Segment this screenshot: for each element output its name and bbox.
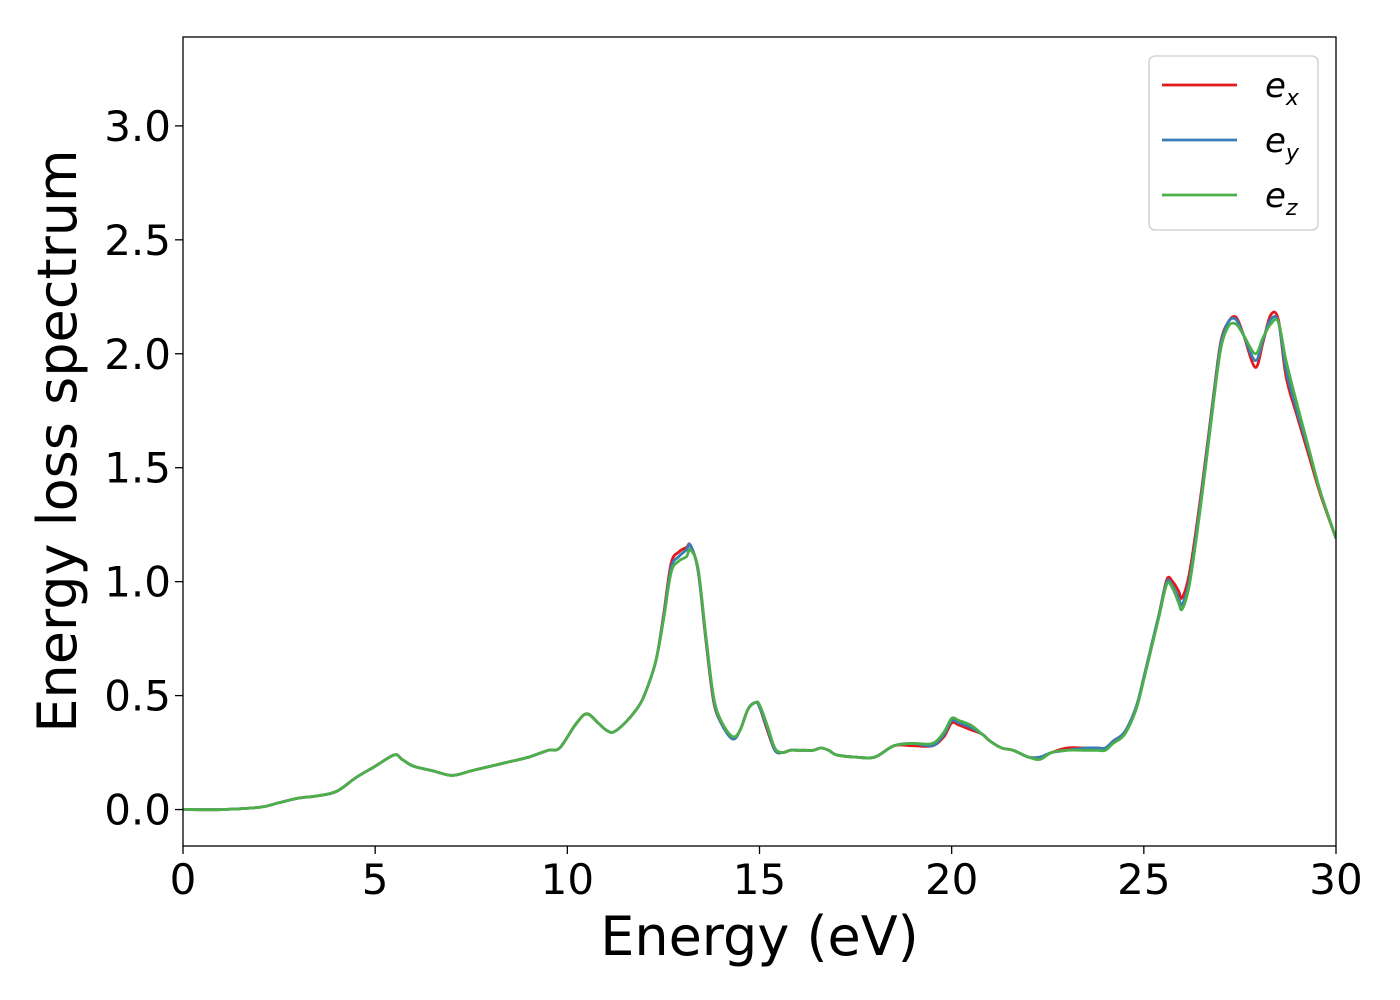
x-tick-label: 5 <box>362 855 389 904</box>
y-tick-label: 1.0 <box>104 558 171 607</box>
x-tick-label: 30 <box>1309 855 1362 904</box>
x-tick-label: 0 <box>170 855 197 904</box>
legend-label: ex <box>1265 66 1300 111</box>
legend-frame <box>1148 55 1319 231</box>
x-tick-label: 20 <box>925 855 978 904</box>
y-tick-label: 2.0 <box>104 330 171 379</box>
legend-label: ey <box>1265 121 1300 166</box>
series-line-ey <box>183 315 1336 812</box>
y-tick-label: 1.5 <box>104 444 171 493</box>
y-tick-label: 3.0 <box>104 102 171 151</box>
x-tick-label: 10 <box>541 855 594 904</box>
x-tick-label: 15 <box>733 855 786 904</box>
series-line-ex <box>183 310 1336 812</box>
y-tick-label: 0.5 <box>104 672 171 721</box>
series-layer <box>183 310 1336 812</box>
y-axis-title: Energy loss spectrum <box>26 149 89 732</box>
legend: ex ey ez <box>1148 55 1319 231</box>
y-axis-ticks: 0.0 0.5 1.0 1.5 2.0 2.5 3.0 <box>104 102 183 835</box>
x-tick-label: 25 <box>1117 855 1170 904</box>
series-line-ez <box>183 317 1336 812</box>
legend-label: ez <box>1265 176 1298 221</box>
y-tick-label: 2.5 <box>104 216 171 265</box>
x-axis-ticks: 0 5 10 15 20 25 30 <box>170 846 1363 904</box>
y-tick-label: 0.0 <box>104 786 171 835</box>
x-axis-title: Energy (eV) <box>600 905 919 968</box>
